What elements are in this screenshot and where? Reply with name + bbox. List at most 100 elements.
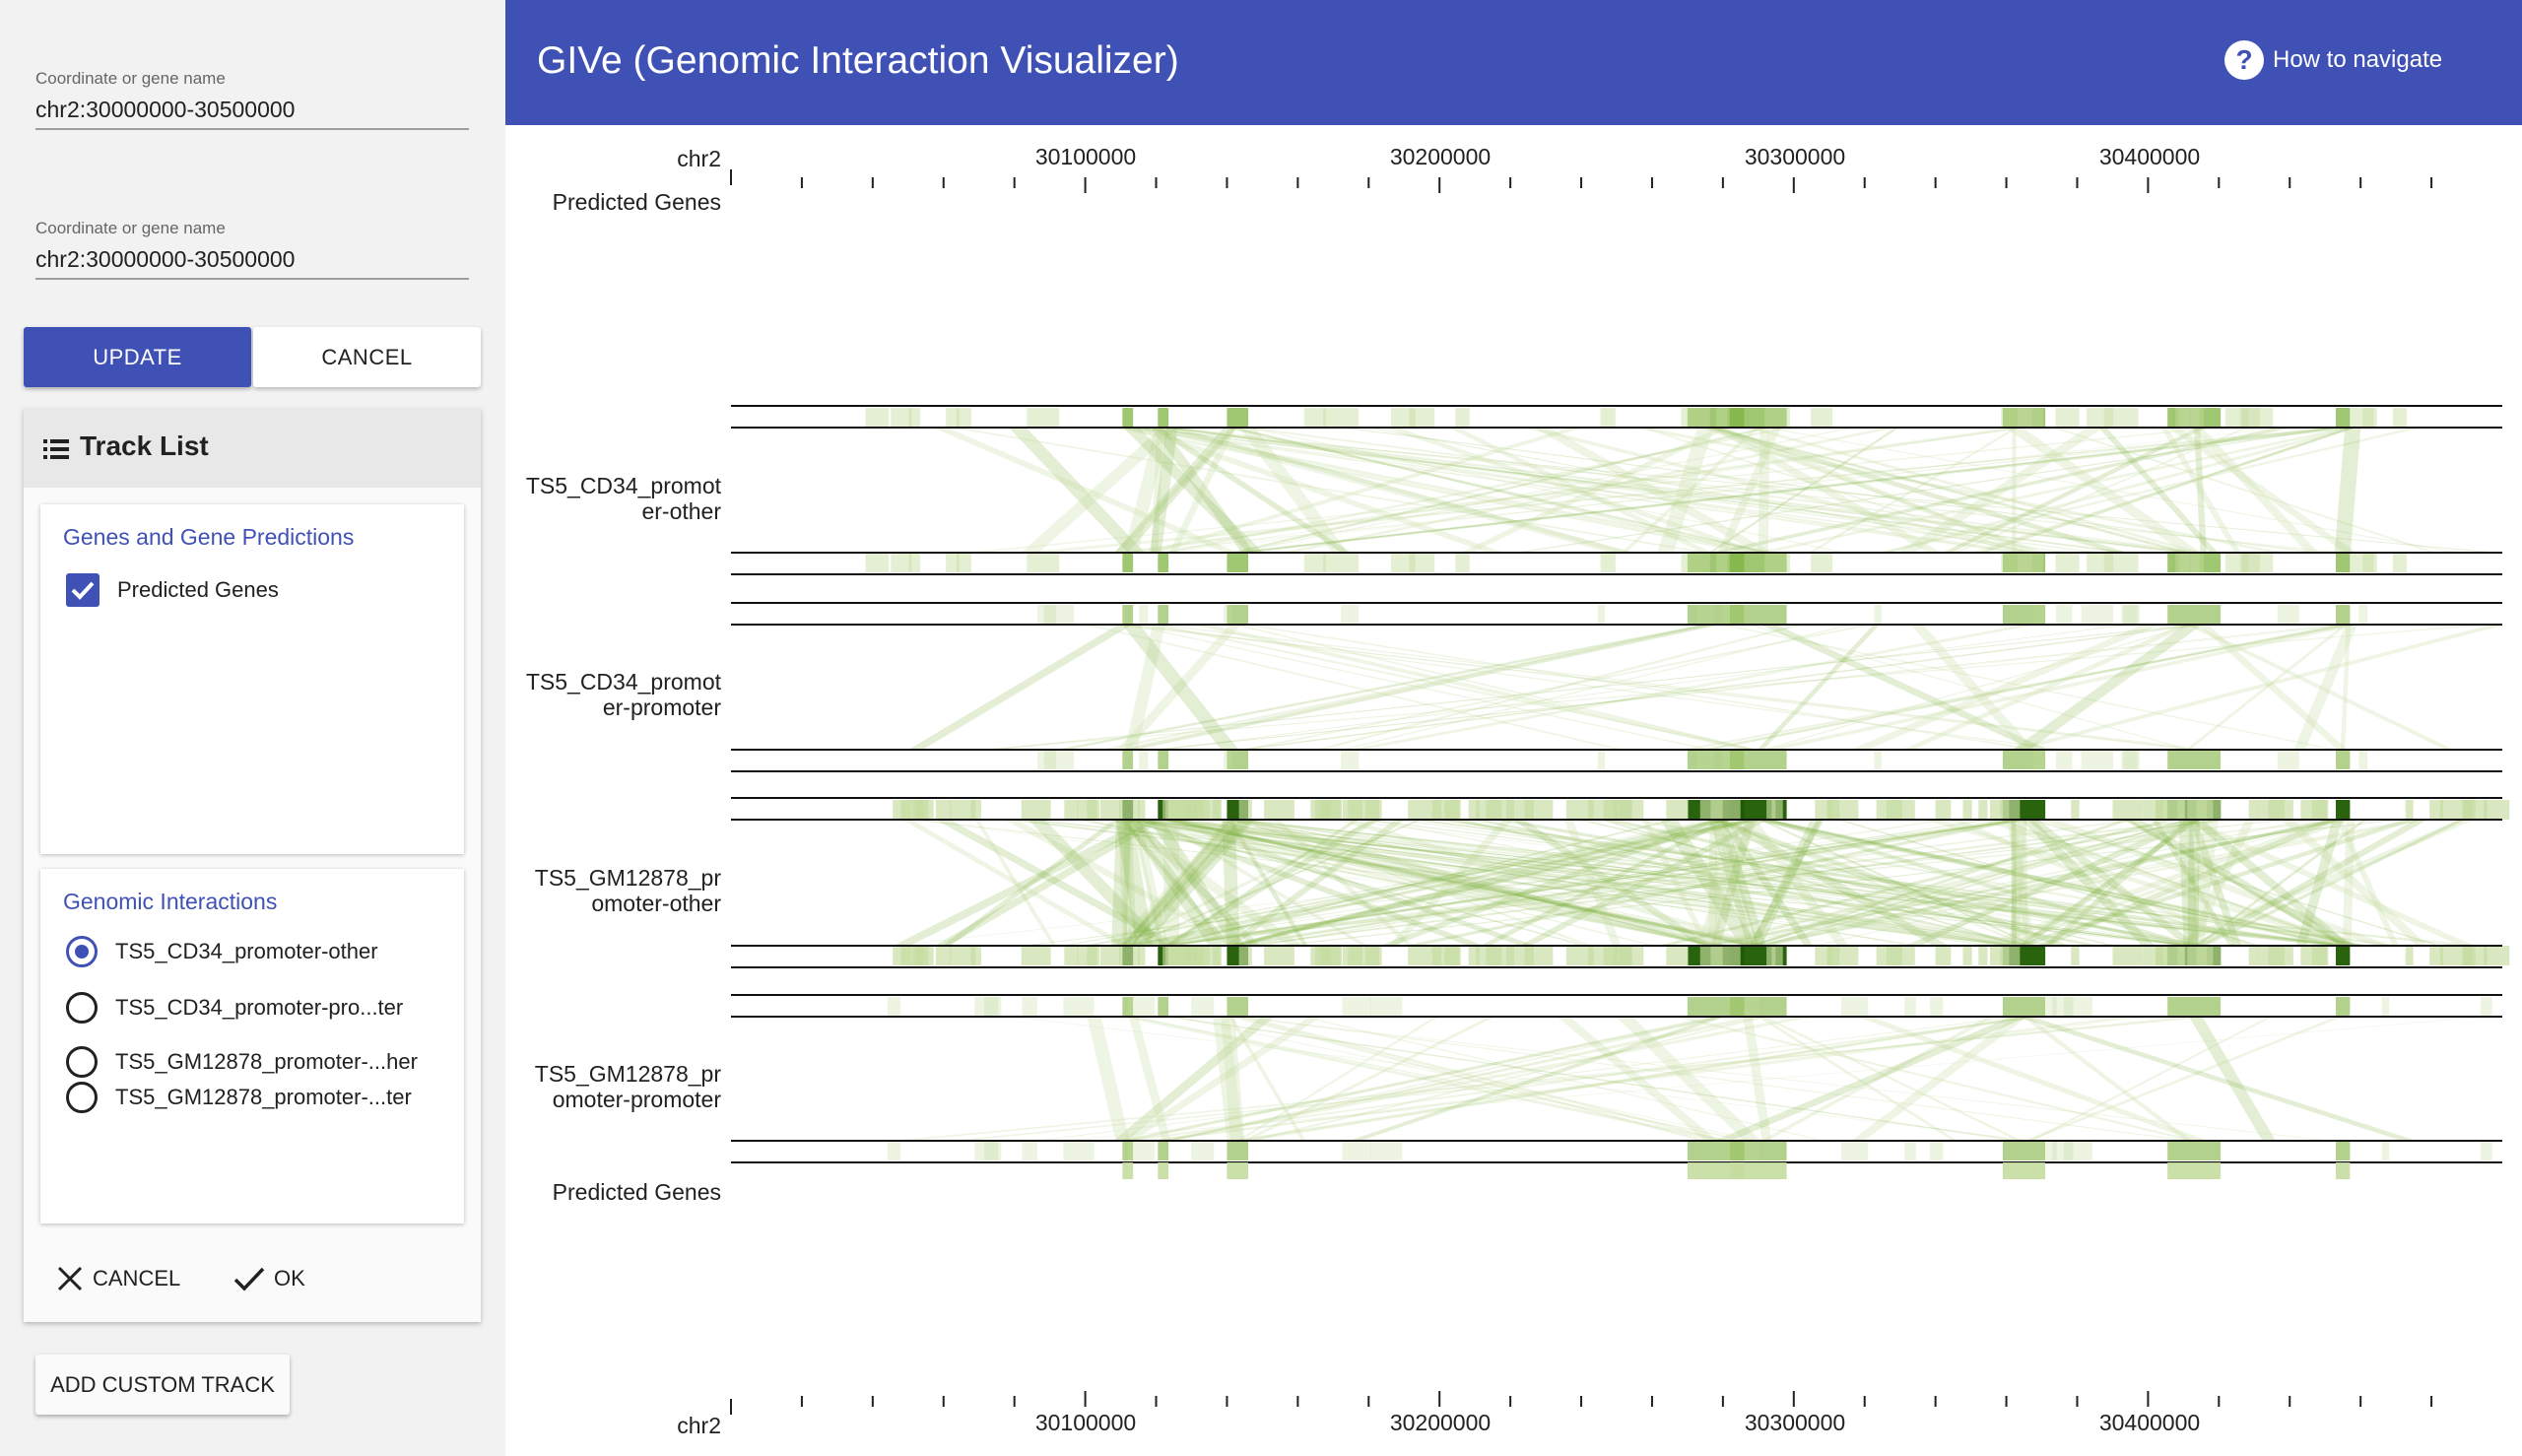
radio-unselected-icon[interactable] [66,992,98,1024]
radio-unselected-icon[interactable] [66,1046,98,1078]
interaction-anchor [1687,1141,1745,1160]
interaction-ribbon [1127,820,1485,946]
interaction-anchor [1444,800,1461,820]
add-custom-track-button[interactable]: ADD CUSTOM TRACK [35,1355,290,1415]
track-list-cancel-button[interactable]: CANCEL [55,1259,180,1298]
interaction-ribbon [1748,820,1825,946]
interaction-anchor [2001,553,2032,572]
interaction-anchor [2258,946,2274,965]
interaction-anchor [2311,946,2329,965]
interaction-ribbon [1228,428,2341,553]
interaction-anchor [1886,946,1915,965]
interaction-ribbon [1714,820,1720,946]
interaction-anchor [2112,800,2144,820]
interaction-ribbon [1151,428,1352,553]
track-option-label: TS5_GM12878_promoter-...ter [115,1085,412,1109]
interaction-anchor [911,946,924,965]
interaction-top-band [887,997,2492,1017]
track-option-gm12878-promoter-promoter[interactable]: TS5_GM12878_promoter-...ter [66,1081,412,1114]
interaction-anchor [1729,1141,1760,1160]
interaction-ribbon [1221,1017,1245,1141]
interaction-anchor [1193,946,1221,965]
interaction-anchor [2002,997,2046,1017]
help-circle-icon: ? [2224,40,2264,80]
interaction-ribbon [1116,820,1238,946]
interaction-links [932,428,2500,553]
interaction-anchor [2045,1141,2057,1160]
interaction-anchor [1730,605,1787,625]
interaction-ribbon [1715,820,2031,946]
radio-selected-icon[interactable] [66,936,98,967]
interaction-ribbon [1009,1017,2037,1141]
interaction-ribbon [1155,820,1368,946]
interaction-ribbon [2015,820,2201,946]
interaction-anchor [2002,800,2046,820]
interaction-anchor [2123,750,2140,769]
interaction-anchor [2335,408,2351,428]
interaction-ribbon [1233,820,1728,946]
interaction-ribbon [1712,820,2352,946]
coordinate-input-1[interactable] [35,91,469,130]
track-option-label: TS5_CD34_promoter-pro...ter [115,995,404,1020]
interaction-anchor [2071,946,2080,965]
interaction-ribbon [987,625,2202,750]
interaction-ribbon [1632,428,2287,553]
interaction-anchor [865,408,890,428]
interaction-ribbon [1229,820,1764,946]
check-icon [233,1267,265,1291]
interaction-anchor [2462,946,2488,965]
track-option-gm12878-promoter-other[interactable]: TS5_GM12878_promoter-...her [66,1045,418,1079]
interaction-ribbon [1123,428,2029,553]
interaction-ribbon [1753,820,2430,946]
track-label-gm-po-line2: omoter-other [591,891,721,916]
bottom-tick-label: 30300000 [1745,1410,1845,1435]
interaction-anchor [2123,605,2140,625]
radio-unselected-icon[interactable] [66,1082,98,1113]
interaction-anchor [1721,605,1746,625]
interaction-ribbon [1160,428,2026,553]
update-button[interactable]: UPDATE [24,327,251,387]
interaction-anchor [1730,408,1787,428]
interaction-bottom-band [887,1141,2492,1160]
track-list-ok-button[interactable]: OK [232,1259,305,1298]
track-option-cd34-promoter-other[interactable]: TS5_CD34_promoter-other [66,935,378,968]
track-option-predicted-genes[interactable]: Predicted Genes [66,573,279,607]
interaction-ribbon [1745,820,1849,946]
interaction-anchor [1687,553,1745,572]
interaction-tracks [731,405,2510,1179]
interaction-anchor [1764,553,1791,572]
interaction-ribbon [1191,625,1759,750]
interaction-ribbon [1150,625,2347,750]
interaction-ribbon [2030,820,2441,946]
coordinate-input-2[interactable] [35,240,469,280]
interaction-ribbon [2199,820,2467,946]
interaction-ribbon [1236,1017,1730,1141]
interaction-ribbon [1718,625,2339,750]
interaction-anchor [1227,408,1249,428]
interaction-ribbon [1747,625,2191,750]
checkbox-checked-icon[interactable] [66,573,100,607]
interaction-anchor [1408,946,1442,965]
interaction-ribbon [1759,820,2037,946]
interaction-anchor [1486,946,1514,965]
interaction-anchor [1600,408,1616,428]
interaction-anchor [970,946,981,965]
interaction-anchor [2405,800,2414,820]
interaction-anchor [1716,553,1728,572]
interaction-anchor [2481,1141,2492,1160]
cancel-button[interactable]: CANCEL [253,327,481,387]
top-coordinate-ruler: chr2 30100000 30200000 30300000 30400000 [677,144,2433,193]
interaction-anchor [2121,605,2138,625]
interaction-ribbon [1996,820,2353,946]
interaction-ribbon [2000,820,2353,946]
interaction-anchor [1710,946,1741,965]
track-option-cd34-promoter-promoter[interactable]: TS5_CD34_promoter-pro...ter [66,991,403,1025]
interaction-ribbon [1128,1017,1753,1141]
interaction-ribbon [2028,1017,2273,1141]
interaction-ribbon [1110,428,1759,553]
interaction-ribbon [1480,820,1731,946]
interaction-ribbon [1019,428,2349,553]
bottom-tick-label: 30100000 [1035,1410,1136,1435]
interaction-ribbon [1161,625,2132,750]
how-to-navigate-link[interactable]: ? How to navigate [2223,39,2442,81]
